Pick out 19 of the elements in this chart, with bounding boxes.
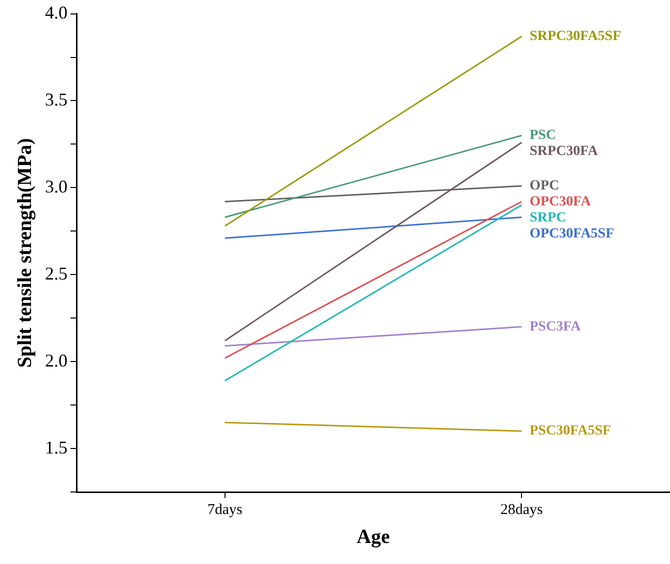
series-label: PSC xyxy=(530,128,556,144)
series-label: OPC30FA5SF xyxy=(530,226,614,242)
series-label: OPC xyxy=(530,178,560,194)
series-label: PSC3FA xyxy=(530,319,582,334)
y-tick-label: 2.5 xyxy=(45,263,68,284)
x-tick-label: 7days xyxy=(207,502,243,518)
series-label: PSC30FA5SF xyxy=(530,424,612,439)
y-tick-label: 2.0 xyxy=(45,350,68,370)
series-label: SRPC xyxy=(530,210,566,226)
x-tick-label: 28days xyxy=(500,502,544,518)
series-label: OPC30FA xyxy=(530,194,592,210)
y-tick-label: 4.0 xyxy=(45,2,68,23)
y-axis-title: Split tensile strength(MPa) xyxy=(14,138,36,368)
y-tick-label: 3.0 xyxy=(45,176,68,196)
y-tick-label: 1.5 xyxy=(45,437,68,458)
y-tick-label: 3.5 xyxy=(45,89,68,110)
series-label: SRPC30FA xyxy=(530,144,599,160)
series-label: SRPC30FA5SF xyxy=(530,29,622,44)
x-axis-title: Age xyxy=(356,526,390,548)
